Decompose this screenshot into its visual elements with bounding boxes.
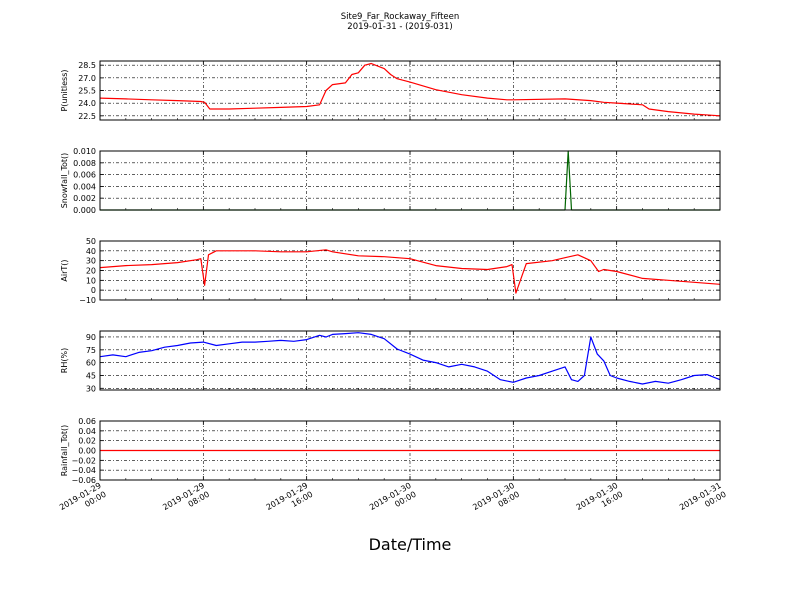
panel-2: 0.000 0.002 0.004 0.006 0.008 0.010 Snowfall_T… <box>60 147 721 215</box>
series-line-1 <box>99 62 721 117</box>
y-tick-label: −0.06 <box>71 476 96 485</box>
plot-frame <box>99 60 721 121</box>
y-tick-label: 22.5 <box>78 112 96 121</box>
y-tick-label: 0.008 <box>73 159 96 168</box>
y-tick-label: −0.02 <box>71 456 96 465</box>
y-tick-label: 10 <box>86 276 96 285</box>
y-axis-label: AirT() <box>60 259 69 281</box>
y-tick-label: 60 <box>86 359 96 368</box>
plot-frame <box>99 240 721 301</box>
y-tick-label: 28.5 <box>78 61 96 70</box>
x-axis-label: Date/Time <box>369 535 452 554</box>
y-tick-label: 75 <box>86 346 96 355</box>
y-tick-label: 30 <box>86 257 96 266</box>
series-line-1 <box>99 332 721 385</box>
y-tick-label: 0.00 <box>78 447 96 456</box>
series-line-1 <box>99 249 721 294</box>
panel-5: −0.06−0.04−0.020.000.020.040.06 Rainfall_… <box>60 417 721 485</box>
y-tick-label: 0.010 <box>73 147 96 156</box>
y-tick-label: 0.004 <box>73 182 96 191</box>
y-tick-label: 0.002 <box>73 194 96 203</box>
y-tick-label: 25.5 <box>78 87 96 96</box>
y-tick-label: 0 <box>91 286 96 295</box>
y-tick-label: 0.04 <box>78 427 96 436</box>
figure-title-line1: Site9_Far_Rockaway_Fifteen <box>341 12 460 22</box>
y-axis-label: Snowfall_Tot() <box>60 153 69 209</box>
y-tick-label: 0.006 <box>73 171 96 180</box>
y-tick-label: 0.02 <box>78 437 96 446</box>
plot-frame <box>99 150 721 211</box>
y-tick-label: 0.06 <box>78 417 96 426</box>
y-tick-label: 20 <box>86 267 96 276</box>
y-tick-label: 45 <box>86 371 96 380</box>
panel-4: 30 45 60 75 90 RH(%) <box>60 330 721 393</box>
plot-frame <box>99 330 721 391</box>
figure-title-line2: 2019-01-31 - (2019-031) <box>347 22 452 32</box>
chart-panels: 22.524.025.527.028.5P(unitless)0.0000.00… <box>60 60 721 485</box>
y-tick-label: 30 <box>86 384 96 393</box>
plot-frame <box>99 420 721 481</box>
y-tick-label: 27.0 <box>78 74 96 83</box>
y-tick-label: 40 <box>86 247 96 256</box>
y-axis-label: Rainfall_Tot() <box>60 425 69 477</box>
y-axis-label: RH(%) <box>60 348 69 373</box>
y-tick-label: 24.0 <box>78 99 96 108</box>
y-tick-label: 50 <box>86 237 96 246</box>
y-tick-label: 90 <box>86 333 96 342</box>
y-tick-label: −0.04 <box>71 466 96 475</box>
panel-1: 22.5 24.0 25.5 27.0 28.5 P(unitless) <box>60 60 721 121</box>
y-tick-label: −10 <box>79 296 96 305</box>
y-tick-label: 0.000 <box>73 206 96 215</box>
y-axis-label: P(unitless) <box>60 69 69 111</box>
